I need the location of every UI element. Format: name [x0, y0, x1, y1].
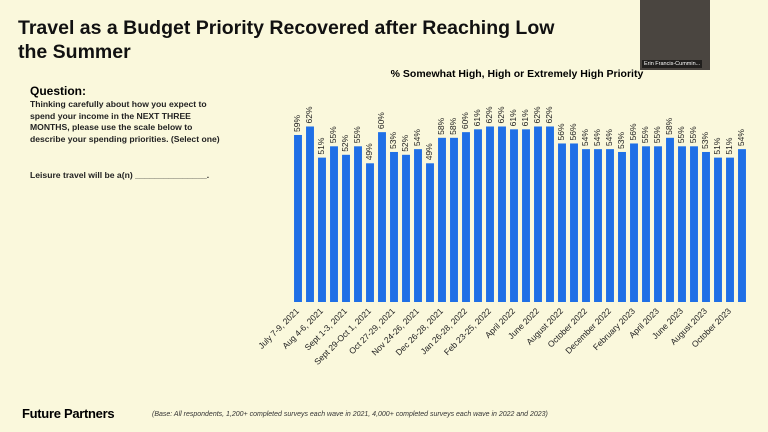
value-label: 60% — [460, 112, 470, 129]
bar — [354, 146, 362, 302]
bar — [474, 129, 482, 302]
bar — [366, 163, 374, 302]
bar — [678, 146, 686, 302]
bar — [402, 154, 410, 302]
bar — [414, 149, 422, 302]
bar — [342, 154, 350, 302]
value-label: 58% — [448, 117, 458, 134]
value-label: 53% — [616, 132, 626, 149]
bar — [306, 126, 314, 302]
bar — [630, 143, 638, 302]
bar — [390, 151, 398, 302]
bar — [702, 151, 710, 302]
value-label: 51% — [316, 137, 326, 154]
presenter-name: Erin Francis-Cummin... — [642, 60, 703, 68]
title-line: Travel as a Budget Priority Recovered af… — [18, 17, 555, 39]
question-text: Thinking carefully about how you expect … — [30, 99, 220, 144]
value-label: 61% — [520, 109, 530, 126]
bar — [438, 137, 446, 302]
value-label: 58% — [664, 117, 674, 134]
value-label: 52% — [400, 134, 410, 151]
bar — [690, 146, 698, 302]
value-label: 49% — [364, 143, 374, 160]
value-label: 51% — [712, 137, 722, 154]
bar — [486, 126, 494, 302]
value-label: 54% — [412, 129, 422, 146]
value-label: 58% — [436, 117, 446, 134]
value-label: 55% — [352, 126, 362, 143]
question-prompt: Leisure travel will be a(n) ____________… — [30, 170, 210, 180]
value-label: 62% — [304, 106, 314, 123]
bar — [738, 149, 746, 302]
value-label: 62% — [544, 106, 554, 123]
value-label: 52% — [340, 134, 350, 151]
value-label: 54% — [580, 129, 590, 146]
bar — [522, 129, 530, 302]
bar — [606, 149, 614, 302]
value-label: 56% — [568, 123, 578, 140]
bar — [510, 129, 518, 302]
bar — [498, 126, 506, 302]
bar — [378, 132, 386, 302]
value-label: 56% — [556, 123, 566, 140]
value-label: 62% — [496, 106, 506, 123]
bar — [582, 149, 590, 302]
bar — [546, 126, 554, 302]
value-label: 62% — [484, 106, 494, 123]
bar — [570, 143, 578, 302]
bar — [558, 143, 566, 302]
bar — [318, 157, 326, 302]
bar — [330, 146, 338, 302]
bar — [450, 137, 458, 302]
bar — [618, 151, 626, 302]
value-label: 55% — [676, 126, 686, 143]
bar — [594, 149, 602, 302]
value-label: 61% — [472, 109, 482, 126]
bar — [714, 157, 722, 302]
value-label: 51% — [724, 137, 734, 154]
value-label: 59% — [292, 115, 302, 132]
value-label: 62% — [532, 106, 542, 123]
value-label: 49% — [424, 143, 434, 160]
bar — [294, 134, 302, 302]
bar — [666, 137, 674, 302]
value-label: 60% — [376, 112, 386, 129]
value-label: 55% — [640, 126, 650, 143]
bar — [726, 157, 734, 302]
value-label: 54% — [592, 129, 602, 146]
bar — [462, 132, 470, 302]
value-label: 55% — [688, 126, 698, 143]
bar — [426, 163, 434, 302]
bar — [642, 146, 650, 302]
value-label: 55% — [328, 126, 338, 143]
footnote: (Base: All respondents, 1,200+ completed… — [152, 411, 548, 418]
value-label: 55% — [652, 126, 662, 143]
value-label: 53% — [388, 132, 398, 149]
value-label: 54% — [736, 129, 746, 146]
bar — [654, 146, 662, 302]
value-label: 54% — [604, 129, 614, 146]
value-label: 56% — [628, 123, 638, 140]
brand: Future Partners — [22, 406, 115, 421]
question-heading: Question: — [30, 84, 86, 98]
chart-title: % Somewhat High, High or Extremely High … — [391, 68, 644, 80]
webcam-overlay: Erin Francis-Cummin... — [640, 0, 710, 70]
value-label: 53% — [700, 132, 710, 149]
slide-title: Travel as a Budget Priority Recovered af… — [18, 16, 554, 64]
title-line: the Summer — [18, 41, 131, 63]
value-label: 61% — [508, 109, 518, 126]
bar — [534, 126, 542, 302]
